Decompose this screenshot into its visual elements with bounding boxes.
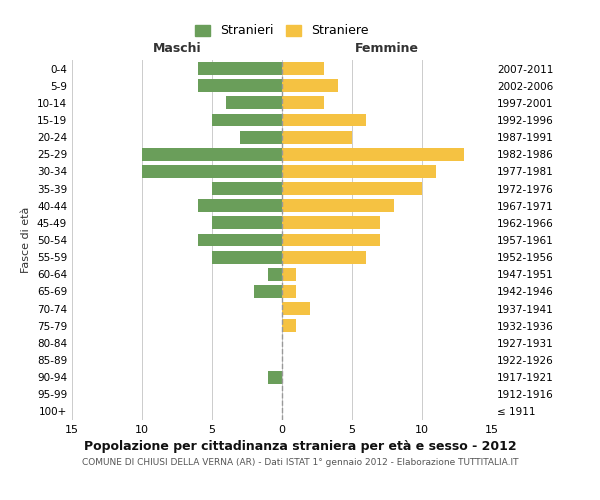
Bar xyxy=(142,165,282,178)
Bar xyxy=(282,200,394,212)
Bar xyxy=(240,130,282,143)
Bar xyxy=(198,234,282,246)
Bar xyxy=(142,148,282,160)
Text: Popolazione per cittadinanza straniera per età e sesso - 2012: Popolazione per cittadinanza straniera p… xyxy=(83,440,517,453)
Text: COMUNE DI CHIUSI DELLA VERNA (AR) - Dati ISTAT 1° gennaio 2012 - Elaborazione TU: COMUNE DI CHIUSI DELLA VERNA (AR) - Dati… xyxy=(82,458,518,467)
Y-axis label: Fasce di età: Fasce di età xyxy=(22,207,31,273)
Legend: Stranieri, Straniere: Stranieri, Straniere xyxy=(190,20,374,42)
Bar xyxy=(198,62,282,75)
Bar xyxy=(268,370,282,384)
Bar xyxy=(282,268,296,280)
Bar xyxy=(282,148,464,160)
Bar xyxy=(282,234,380,246)
Text: Femmine: Femmine xyxy=(355,42,419,55)
Bar xyxy=(282,96,324,110)
Bar xyxy=(282,250,366,264)
Bar xyxy=(282,320,296,332)
Bar xyxy=(198,200,282,212)
Bar xyxy=(198,80,282,92)
Bar xyxy=(282,130,352,143)
Bar xyxy=(282,165,436,178)
Bar xyxy=(282,302,310,315)
Bar xyxy=(282,285,296,298)
Bar xyxy=(212,250,282,264)
Bar xyxy=(282,62,324,75)
Bar xyxy=(282,114,366,126)
Bar xyxy=(282,80,338,92)
Bar xyxy=(282,216,380,230)
Bar xyxy=(226,96,282,110)
Bar xyxy=(212,216,282,230)
Bar xyxy=(268,268,282,280)
Bar xyxy=(212,182,282,195)
Bar xyxy=(212,114,282,126)
Bar xyxy=(282,182,422,195)
Text: Maschi: Maschi xyxy=(152,42,202,55)
Bar xyxy=(254,285,282,298)
